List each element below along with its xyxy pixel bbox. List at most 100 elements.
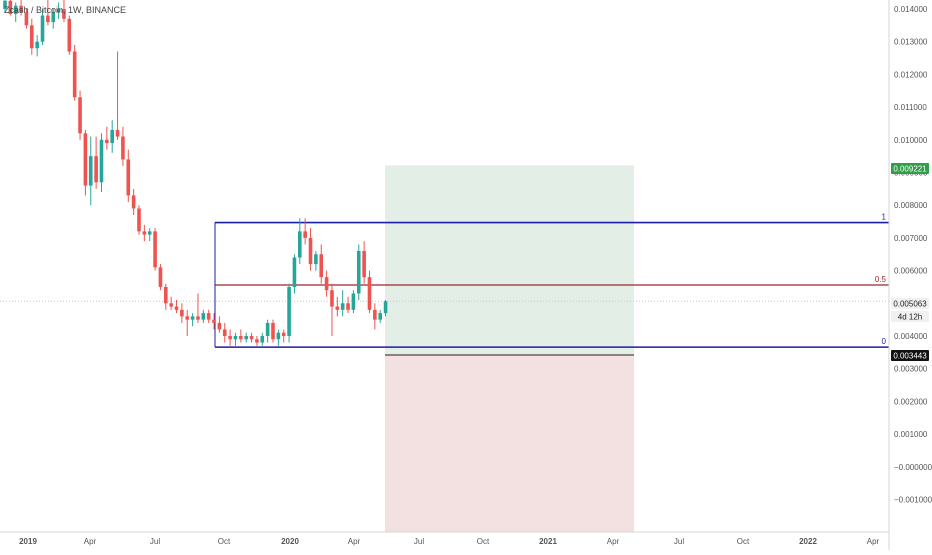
candle-body xyxy=(72,51,77,98)
candle-body xyxy=(201,313,206,320)
candle xyxy=(24,9,29,29)
candle xyxy=(121,126,125,166)
candle-body xyxy=(298,231,302,258)
candle xyxy=(40,9,45,45)
candle xyxy=(340,290,345,317)
candle-body xyxy=(62,9,66,19)
candle xyxy=(367,270,372,314)
candle xyxy=(83,129,88,196)
candle-body xyxy=(169,303,173,307)
candle xyxy=(105,126,109,150)
candle-body xyxy=(94,156,98,183)
price-badge-bg xyxy=(891,350,929,361)
candle xyxy=(233,332,238,346)
candle xyxy=(78,90,82,140)
candle-body xyxy=(180,309,184,317)
candle xyxy=(351,290,356,314)
x-tick-label: Jul xyxy=(674,537,684,546)
price-badge-bg xyxy=(891,311,929,322)
y-tick-label: 0.004000 xyxy=(894,332,928,341)
candle-body xyxy=(67,18,72,52)
candle xyxy=(373,303,377,330)
candle xyxy=(142,224,147,242)
x-tick-label: 2021 xyxy=(539,537,557,546)
x-tick-label: Oct xyxy=(477,537,490,546)
candle xyxy=(260,332,265,346)
candle xyxy=(378,309,382,323)
x-tick-label: Apr xyxy=(348,537,361,546)
x-tick-label: 2020 xyxy=(281,537,299,546)
x-tick-label: Apr xyxy=(867,537,880,546)
price-badge-label: 0.005063 xyxy=(893,300,927,309)
candle-body xyxy=(190,316,195,320)
y-tick-label: 0.011000 xyxy=(894,103,927,112)
y-tick-label: 0.007000 xyxy=(894,234,928,243)
candle-body xyxy=(335,306,340,310)
y-tick-label: 0.010000 xyxy=(894,136,928,145)
x-tick-label: Oct xyxy=(737,537,750,546)
candle-body xyxy=(88,156,93,186)
candle-body xyxy=(8,0,13,14)
candle xyxy=(126,149,131,202)
candle-body xyxy=(319,254,324,278)
candle-body xyxy=(378,313,382,320)
price-badge-label: 0.009221 xyxy=(893,165,927,174)
candle xyxy=(308,228,313,271)
candle-body xyxy=(324,277,329,291)
fibonacci-levels[interactable]: 10.50 xyxy=(214,213,889,348)
candle xyxy=(298,218,302,265)
candle-body xyxy=(351,293,356,310)
candle xyxy=(206,309,211,323)
fib-level-label: 0 xyxy=(882,337,887,346)
candle-body xyxy=(147,231,152,235)
candle-body xyxy=(308,237,313,265)
candle xyxy=(88,136,93,206)
candle xyxy=(99,133,104,193)
candle-body xyxy=(239,336,243,340)
price-badge-label: 0.003443 xyxy=(893,352,927,361)
y-tick-label: 0.001000 xyxy=(894,430,928,439)
candle-body xyxy=(83,133,88,186)
candle-body xyxy=(56,9,61,13)
symbol-label: Zcash / Bitcoin, 1W, BINANCE xyxy=(4,5,126,15)
candlesticks xyxy=(3,0,388,346)
candle xyxy=(383,300,388,317)
candle-body xyxy=(126,159,131,196)
candle-body xyxy=(212,319,216,323)
y-tick-label: −0.001000 xyxy=(894,496,932,505)
price-badge: 4d 12h xyxy=(891,311,929,322)
candle-body xyxy=(19,5,23,13)
candle xyxy=(51,9,56,29)
candle-body xyxy=(373,309,377,320)
candle xyxy=(180,303,184,323)
y-tick-label: 0.013000 xyxy=(894,38,928,47)
x-tick-label: Jul xyxy=(150,537,160,546)
y-tick-label: −0.000000 xyxy=(894,463,932,472)
candle-body xyxy=(228,336,232,340)
candle xyxy=(72,44,77,101)
candle xyxy=(94,136,98,189)
candle-body xyxy=(340,303,345,310)
candle xyxy=(319,244,324,284)
candle-body xyxy=(287,286,291,336)
price-badge-bg xyxy=(891,298,929,309)
candle xyxy=(212,313,216,330)
candle xyxy=(131,188,136,216)
candle xyxy=(356,244,361,301)
candle xyxy=(185,309,190,336)
candle-body xyxy=(115,129,120,137)
candle xyxy=(137,205,141,235)
candle-body xyxy=(153,231,157,268)
y-tick-label: 0.014000 xyxy=(894,5,928,14)
x-axis-strip xyxy=(0,532,889,550)
candle xyxy=(174,300,179,314)
candle-body xyxy=(314,254,318,265)
price-badge-bg xyxy=(891,163,929,174)
candle xyxy=(287,283,291,343)
candle-body xyxy=(40,15,45,42)
candle xyxy=(335,296,340,317)
x-tick-label: Oct xyxy=(218,537,231,546)
candle xyxy=(19,0,23,16)
